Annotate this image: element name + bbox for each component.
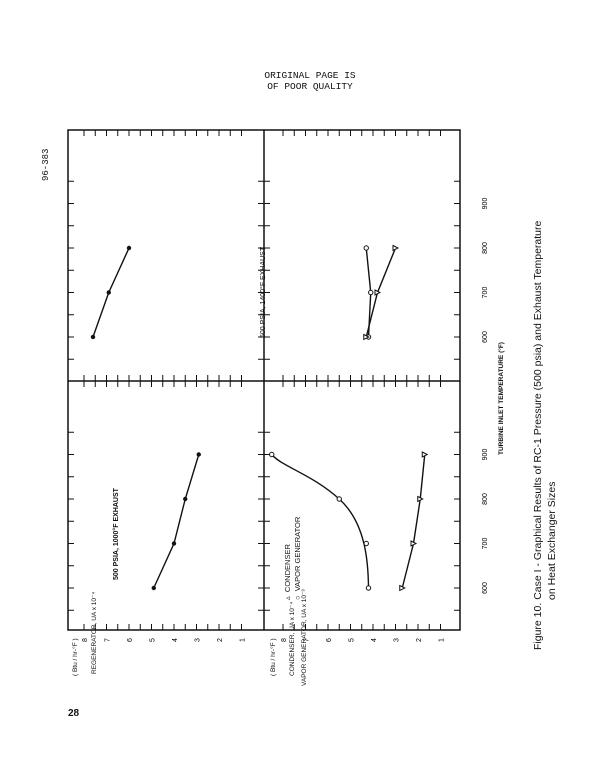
x-tick-label: 800	[482, 242, 489, 254]
x-tick-label: 600	[482, 582, 489, 594]
y-tick-label: 8	[281, 638, 288, 642]
data-point-vapor-lower-left	[365, 585, 372, 591]
y-tick-label: 5	[150, 638, 157, 642]
data-point-vapor-lower-left	[336, 496, 342, 502]
legend-condenser: ▵ CONDENSER	[283, 544, 292, 600]
y-tick-label: 6	[127, 638, 134, 642]
data-point-condenser-lower-left	[421, 451, 429, 458]
y-tick-label: 8	[82, 638, 89, 642]
data-point-condenser-lower-right	[374, 289, 382, 296]
page-number: 28	[68, 708, 80, 719]
data-point-condenser-lower-right	[363, 333, 370, 341]
y-tick-label: 1	[240, 638, 247, 642]
x-tick-label: 900	[482, 449, 489, 461]
data-point-vapor-lower-right	[363, 245, 369, 251]
y-tick-label: 6	[326, 638, 333, 642]
x-tick-label: 900	[482, 198, 489, 210]
quality-stamp-line2: OF POOR QUALITY	[267, 81, 353, 92]
data-point-condenser-lower-left	[410, 540, 418, 547]
y-tick-label: 5	[349, 638, 356, 642]
series-line-upper-left-0	[153, 454, 200, 589]
regenerator-ylabel-line2: ( Btu / hr-°F )	[72, 638, 79, 676]
data-point-condenser-lower-left	[417, 495, 424, 503]
data-point-upper-right	[90, 334, 96, 340]
quality-stamp-line1: ORIGINAL PAGE IS	[264, 70, 356, 81]
y-tick-label: 3	[195, 638, 202, 642]
panel-title-upper-left: 500 PSIA, 1000°F EXHAUST	[113, 488, 120, 580]
legend-vapor-label: VAPOR GENERATOR	[293, 516, 302, 592]
data-point-vapor-lower-left	[363, 540, 369, 547]
data-point-upper-right	[126, 245, 132, 251]
y-tick-label: 1	[439, 638, 446, 642]
circle-icon: ○	[293, 591, 302, 600]
data-point-upper-left	[151, 585, 156, 591]
legend-vapor: ○ VAPOR GENERATOR	[293, 517, 302, 600]
x-tick-label: 800	[482, 493, 489, 505]
y-tick-label: 7	[304, 638, 311, 642]
legend-condenser-label: CONDENSER	[283, 544, 292, 593]
series-line-lower-left-1	[401, 454, 426, 589]
figure-caption-line2: on Heat Exchanger Sizes	[546, 481, 558, 600]
data-point-upper-left	[171, 541, 177, 546]
vapor-ylabel-line3: ( Btu / hr-°F )	[270, 638, 277, 676]
x-tick-label: 600	[482, 331, 489, 343]
y-tick-label: 4	[371, 638, 378, 642]
y-tick-label: 2	[217, 638, 224, 642]
quality-stamp: ORIGINAL PAGE IS OF POOR QUALITY	[240, 70, 380, 92]
x-tick-label: 700	[482, 538, 489, 550]
panel-title-upper-right: 500 PSIA, 1400°F EXHAUST	[260, 246, 267, 338]
y-tick-label: 4	[172, 638, 179, 642]
data-point-upper-left	[196, 452, 201, 457]
data-point-upper-right	[106, 290, 111, 295]
y-tick-label: 3	[394, 638, 401, 642]
data-point-vapor-lower-right	[368, 289, 374, 296]
regenerator-ylabel-line1: REGENERATOR, UA x 10⁻⁴	[91, 591, 98, 674]
data-point-vapor-lower-left	[269, 451, 275, 458]
y-tick-label: 7	[105, 638, 112, 642]
data-point-upper-left	[183, 496, 188, 502]
vapor-ylabel-line2: CONDENSER, UA x 10⁻⁴	[289, 601, 296, 676]
data-point-condenser-lower-left	[399, 584, 406, 592]
triangle-icon: ▵	[283, 592, 292, 600]
data-point-condenser-lower-right	[392, 244, 400, 252]
series-line-upper-right-0	[92, 247, 130, 338]
vapor-ylabel-line1: VAPOR GENERATOR, UA x 10⁻³	[301, 589, 308, 686]
x-axis-label: TURBINE INLET TEMPERATURE (°F)	[498, 342, 505, 455]
x-tick-label: 700	[482, 287, 489, 299]
y-tick-label: 2	[416, 638, 423, 642]
figure-caption-line1: Figure 10. Case I - Graphical Results of…	[532, 220, 544, 650]
